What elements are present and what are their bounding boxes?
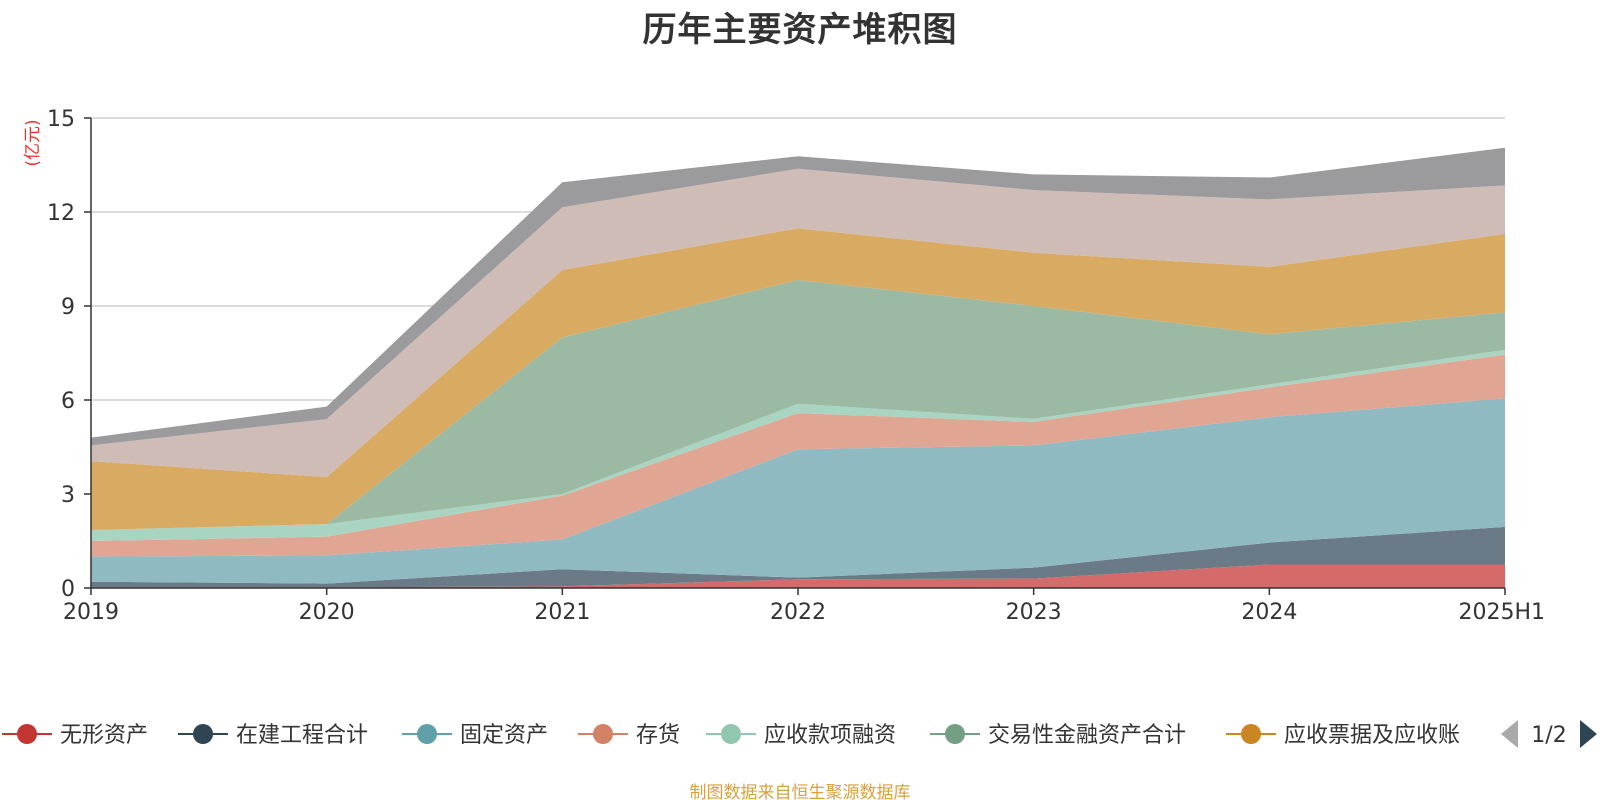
legend-dot-icon	[17, 724, 37, 744]
legend-label: 存货	[636, 723, 680, 748]
y-tick-label: 9	[61, 295, 75, 320]
legend-label: 在建工程合计	[236, 723, 368, 748]
area-series-7	[91, 168, 1505, 478]
legend-dot-icon	[721, 724, 741, 744]
legend-label: 固定资产	[460, 723, 548, 748]
x-tick-label: 2024	[1241, 600, 1297, 625]
x-tick-label: 2023	[1006, 600, 1062, 625]
area-series-0	[91, 564, 1505, 588]
legend-label: 无形资产	[60, 723, 148, 748]
chart-title: 历年主要资产堆积图	[642, 10, 958, 50]
legend-label: 应收票据及应收账	[1284, 723, 1460, 748]
area-series-1	[91, 526, 1505, 588]
y-tick-label: 15	[47, 107, 75, 132]
legend-label: 交易性金融资产合计	[988, 723, 1186, 748]
legend-label: 应收款项融资	[764, 723, 896, 748]
y-tick-label: 3	[61, 483, 75, 508]
x-tick-label: 2019	[63, 600, 119, 625]
legend-dot-icon	[417, 724, 437, 744]
x-tick-label: 2025H1	[1458, 600, 1545, 625]
area-series-5	[91, 279, 1505, 531]
x-tick-label: 2021	[534, 600, 590, 625]
area-series-6	[91, 228, 1505, 531]
area-series-3	[91, 354, 1505, 557]
y-axis-unit-label: (亿元)	[23, 119, 43, 166]
legend-dot-icon	[1241, 724, 1261, 744]
legend-dot-icon	[193, 724, 213, 744]
area-series-8	[91, 147, 1505, 446]
y-tick-label: 0	[61, 577, 75, 602]
x-tick-label: 2020	[299, 600, 355, 625]
stacked-areas	[91, 147, 1505, 588]
legend-item-6[interactable]: 应收票据及应收账	[1226, 723, 1460, 748]
y-tick-label: 6	[61, 389, 75, 414]
source-note: 制图数据来自恒生聚源数据库	[689, 783, 911, 800]
y-tick-label: 12	[47, 201, 75, 226]
legend-dot-icon	[945, 724, 965, 744]
x-tick-label: 2022	[770, 600, 826, 625]
area-series-2	[91, 398, 1505, 584]
legend-item-4[interactable]: 应收款项融资	[706, 723, 896, 748]
axes: 0 3 6 9 12 15 2019 2020 2021 2022 2023 2024 2025H1 (亿…	[23, 107, 1545, 625]
legend-item-3[interactable]: 存货	[578, 723, 680, 748]
legend[interactable]: 无形资产 在建工程合计 固定资产 存货 应收款项融资 交易性金融资产合计 应收票据及应收账 1…	[2, 720, 1597, 748]
legend-item-2[interactable]: 固定资产	[402, 723, 548, 748]
legend-item-5[interactable]: 交易性金融资产合计	[930, 723, 1186, 748]
legend-dot-icon	[593, 724, 613, 744]
pager-prev-icon[interactable]	[1501, 720, 1518, 748]
legend-item-1[interactable]: 在建工程合计	[178, 723, 368, 748]
pager-text: 1/2	[1531, 723, 1566, 748]
pager-next-icon[interactable]	[1580, 720, 1597, 748]
legend-item-0[interactable]: 无形资产	[2, 723, 148, 748]
legend-pager: 1/2	[1501, 720, 1597, 748]
